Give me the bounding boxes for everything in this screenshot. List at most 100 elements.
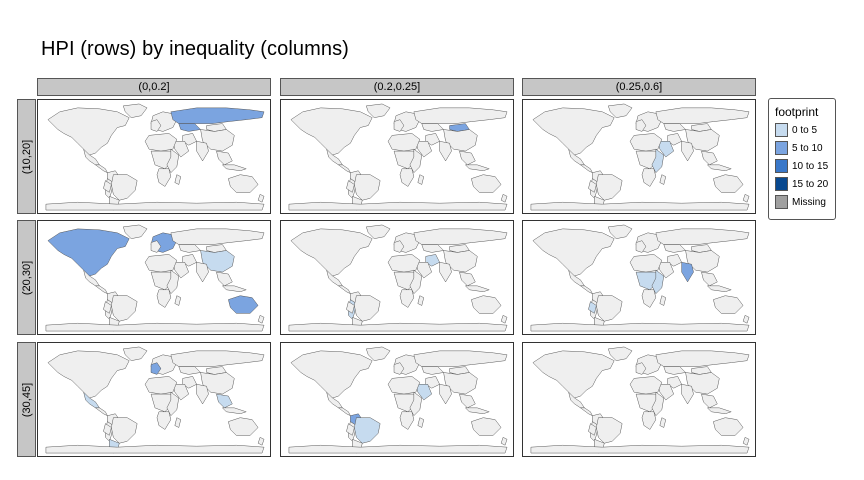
region-arabia: [657, 384, 675, 401]
region-australia: [228, 174, 259, 193]
region-kazakhstan: [663, 366, 687, 375]
region-western-europe: [150, 362, 162, 375]
world-map: [45, 346, 265, 454]
region-north-america: [47, 228, 130, 277]
region-se-asia: [701, 393, 718, 409]
region-greenland: [122, 346, 148, 361]
region-peru: [103, 301, 112, 314]
row-strip-label: (20,30]: [20, 260, 33, 295]
region-australia: [471, 174, 502, 193]
region-iran: [425, 254, 440, 267]
region-kazakhstan: [178, 366, 202, 375]
row-strip: (10,20]: [17, 99, 36, 214]
region-iran: [667, 133, 682, 146]
region-australia: [713, 174, 744, 193]
region-southern-africa: [156, 168, 172, 187]
region-peru: [346, 180, 355, 193]
region-kazakhstan: [421, 244, 445, 253]
region-indonesia: [221, 164, 247, 171]
legend-item: 15 to 20: [775, 177, 835, 193]
region-greenland: [122, 103, 148, 118]
region-western-europe: [150, 119, 162, 132]
legend-swatch: [775, 177, 788, 191]
region-indonesia: [706, 407, 732, 414]
region-central-america: [337, 164, 351, 174]
region-indonesia: [464, 407, 490, 414]
map-panel: [280, 342, 514, 457]
world-map: [530, 224, 750, 332]
region-se-asia: [459, 393, 476, 409]
region-iran: [182, 376, 197, 389]
map-panel: [37, 342, 271, 457]
region-se-asia: [459, 271, 476, 287]
region-russia: [413, 350, 508, 367]
region-north-africa: [629, 254, 663, 273]
region-india: [681, 261, 694, 283]
region-east-africa: [651, 269, 665, 295]
world-map: [288, 346, 508, 454]
column-strip: (0,0.2]: [37, 78, 271, 96]
region-north-america: [47, 107, 130, 156]
legend-swatch: [775, 141, 788, 155]
region-southern-africa: [156, 289, 172, 308]
legend: footprint 0 to 5 5 to 10 10 to 15 15 to …: [768, 98, 836, 220]
region-east-africa: [651, 148, 665, 174]
region-new-zealand: [257, 193, 265, 203]
region-se-asia: [701, 150, 718, 166]
region-russia: [655, 107, 750, 124]
region-madagascar: [417, 174, 425, 185]
region-east-africa: [651, 391, 665, 417]
region-western-europe: [635, 240, 647, 253]
region-iran: [667, 376, 682, 389]
region-arabia: [172, 141, 190, 158]
region-indonesia: [464, 285, 490, 292]
region-new-zealand: [500, 193, 508, 203]
region-southern-africa: [399, 289, 415, 308]
region-peru: [103, 423, 112, 436]
region-arabia: [415, 384, 433, 401]
region-australia: [713, 417, 744, 436]
map-panel: [280, 99, 514, 214]
region-greenland: [365, 103, 391, 118]
region-antarctica: [288, 444, 508, 454]
row-strip: (30,45]: [17, 342, 36, 457]
region-iran: [182, 133, 197, 146]
region-peru: [103, 180, 112, 193]
region-madagascar: [417, 417, 425, 428]
region-greenland: [365, 346, 391, 361]
region-central-america: [94, 407, 108, 417]
legend-label: 15 to 20: [792, 179, 829, 190]
region-north-africa: [387, 254, 421, 273]
region-kazakhstan: [663, 244, 687, 253]
region-greenland: [607, 103, 633, 118]
region-north-america: [290, 107, 373, 156]
region-antarctica: [530, 322, 750, 332]
region-kazakhstan: [178, 244, 202, 253]
region-brazil: [111, 174, 138, 201]
legend-swatch: [775, 159, 788, 173]
region-se-asia: [216, 271, 233, 287]
region-new-zealand: [742, 193, 750, 203]
region-arabia: [415, 262, 433, 279]
region-peru: [588, 180, 597, 193]
region-india: [196, 261, 209, 283]
region-north-africa: [387, 376, 421, 395]
region-indonesia: [464, 164, 490, 171]
region-arabia: [415, 141, 433, 158]
legend-title: footprint: [775, 105, 819, 119]
region-russia: [655, 228, 750, 245]
region-southern-africa: [641, 411, 657, 430]
legend-label: 10 to 15: [792, 161, 829, 172]
region-madagascar: [174, 295, 182, 306]
region-east-africa: [166, 391, 180, 417]
region-greenland: [607, 346, 633, 361]
region-australia: [471, 295, 502, 314]
region-southern-africa: [399, 411, 415, 430]
region-north-africa: [144, 376, 178, 395]
plot-title: HPI (rows) by inequality (columns): [41, 38, 349, 60]
region-peru: [346, 423, 355, 436]
region-greenland: [122, 224, 148, 239]
region-madagascar: [659, 295, 667, 306]
row-strip-label: (30,45]: [20, 382, 33, 417]
region-north-africa: [629, 376, 663, 395]
